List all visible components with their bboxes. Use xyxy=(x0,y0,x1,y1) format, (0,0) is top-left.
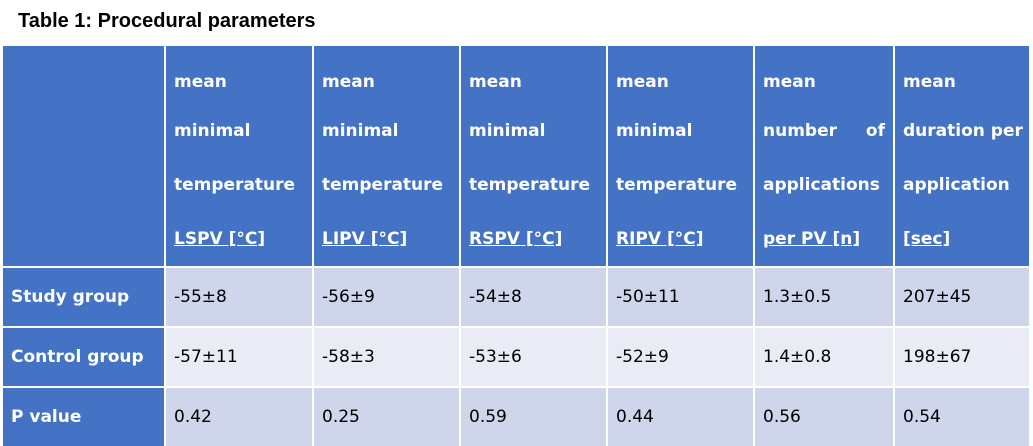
header-line: application xyxy=(903,175,1010,195)
table-cell: 1.3±0.5 xyxy=(755,268,895,328)
table-cell: 0.56 xyxy=(755,388,895,446)
table-cell: -56±9 xyxy=(314,268,461,328)
header-unit: [sec] xyxy=(903,229,951,249)
table-cell: 0.44 xyxy=(608,388,755,446)
header-line: mean xyxy=(174,72,227,92)
header-unit: RIPV [°C] xyxy=(616,229,704,249)
header-cell-ripv: mean minimal temperature RIPV [°C] xyxy=(608,46,755,268)
table-cell: -53±6 xyxy=(461,328,608,388)
header-line: mean xyxy=(322,72,375,92)
header-line: mean xyxy=(616,72,669,92)
header-cell-rspv: mean minimal temperature RSPV [°C] xyxy=(461,46,608,268)
header-line: mean xyxy=(763,72,816,92)
table-cell: 1.4±0.8 xyxy=(755,328,895,388)
table-cell: 0.25 xyxy=(314,388,461,446)
row-label: P value xyxy=(3,388,166,446)
header-cell-lipv: mean minimal temperature LIPV [°C] xyxy=(314,46,461,268)
table-cell: -54±8 xyxy=(461,268,608,328)
header-cell-applications: mean number of applications per PV [n] xyxy=(755,46,895,268)
header-line: temperature xyxy=(469,175,591,195)
header-corner-cell xyxy=(3,46,166,268)
table-cell: -52±9 xyxy=(608,328,755,388)
header-line: minimal xyxy=(322,121,399,141)
table-cell: 207±45 xyxy=(895,268,1029,328)
header-line: applications xyxy=(763,175,880,195)
header-row: mean minimal temperature LSPV [°C] mean … xyxy=(3,46,1029,268)
table-cell: 0.42 xyxy=(166,388,314,446)
header-unit: RSPV [°C] xyxy=(469,229,563,249)
header-line: temperature xyxy=(174,175,296,195)
header-line: duration per xyxy=(903,121,1023,141)
header-word: of xyxy=(865,121,885,141)
header-unit: LSPV [°C] xyxy=(174,229,266,249)
header-line: mean xyxy=(903,72,956,92)
header-line: mean xyxy=(469,72,522,92)
table-cell: 0.59 xyxy=(461,388,608,446)
header-line: minimal xyxy=(616,121,693,141)
table-cell: 0.54 xyxy=(895,388,1029,446)
table-cell: -57±11 xyxy=(166,328,314,388)
header-cell-lspv: mean minimal temperature LSPV [°C] xyxy=(166,46,314,268)
table-cell: -55±8 xyxy=(166,268,314,328)
table-title: Table 1: Procedural parameters xyxy=(18,10,316,32)
table-row: P value 0.42 0.25 0.59 0.44 0.56 0.54 xyxy=(3,388,1029,446)
table-cell: -58±3 xyxy=(314,328,461,388)
header-line: minimal xyxy=(174,121,251,141)
header-cell-duration: mean duration per application [sec] xyxy=(895,46,1029,268)
header-line: temperature xyxy=(616,175,738,195)
header-unit: LIPV [°C] xyxy=(322,229,408,249)
header-unit: per PV [n] xyxy=(763,229,861,249)
row-label: Control group xyxy=(3,328,166,388)
row-label: Study group xyxy=(3,268,166,328)
header-word: number xyxy=(763,121,838,141)
procedural-parameters-table: mean minimal temperature LSPV [°C] mean … xyxy=(3,46,1029,446)
header-line: minimal xyxy=(469,121,546,141)
header-line: temperature xyxy=(322,175,444,195)
table-cell: 198±67 xyxy=(895,328,1029,388)
table-row: Control group -57±11 -58±3 -53±6 -52±9 1… xyxy=(3,328,1029,388)
table-row: Study group -55±8 -56±9 -54±8 -50±11 1.3… xyxy=(3,268,1029,328)
table-cell: -50±11 xyxy=(608,268,755,328)
